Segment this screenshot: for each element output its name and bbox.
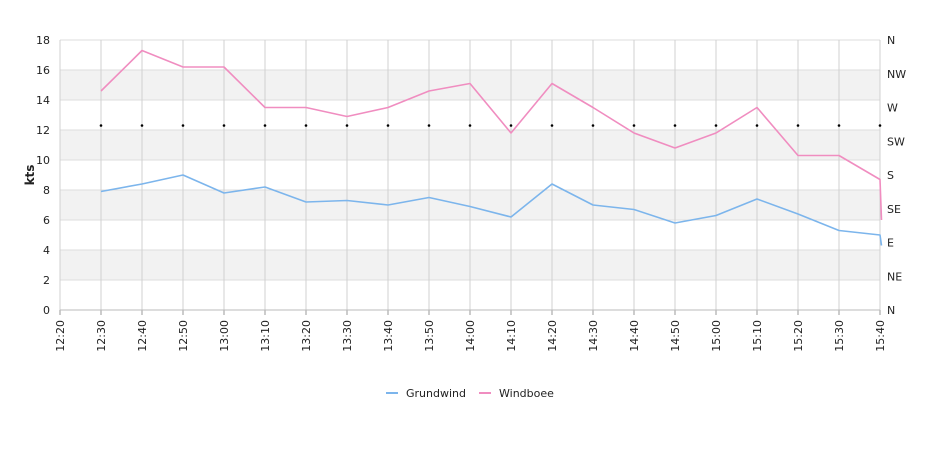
x-tick-label: 14:40	[628, 320, 641, 352]
direction-label: N	[887, 304, 895, 317]
x-tick-label: 12:40	[136, 320, 149, 352]
direction-marker	[386, 124, 390, 127]
legend-label: Windboee	[499, 387, 554, 400]
direction-label: NW	[887, 68, 906, 81]
direction-marker	[837, 124, 841, 127]
direction-marker	[99, 124, 103, 127]
direction-marker	[468, 124, 472, 127]
y-tick-label: 10	[36, 154, 50, 167]
direction-marker	[796, 124, 800, 127]
y-tick-label: 4	[43, 244, 50, 257]
x-tick-label: 12:30	[95, 320, 108, 352]
x-tick-label: 15:40	[874, 320, 887, 352]
y-tick-label: 18	[36, 34, 50, 47]
direction-marker	[263, 124, 267, 127]
x-tick-label: 14:10	[505, 320, 518, 352]
direction-label: NE	[887, 270, 902, 283]
direction-label: E	[887, 237, 894, 250]
x-tick-label: 12:50	[177, 320, 190, 352]
direction-marker	[755, 124, 759, 127]
direction-marker	[427, 124, 431, 127]
series-line-windboee	[100, 49, 883, 221]
direction-marker	[140, 124, 144, 127]
y-tick-label: 14	[36, 94, 50, 107]
x-tick-label: 14:00	[464, 320, 477, 352]
direction-label: S	[887, 169, 894, 182]
y-tick-label: 2	[43, 274, 50, 287]
direction-marker	[714, 124, 718, 127]
x-tick-label: 15:10	[751, 320, 764, 352]
y-axis-title: kts	[23, 165, 37, 186]
x-tick-label: 13:10	[259, 320, 272, 352]
direction-marker	[878, 124, 882, 127]
y-tick-label: 16	[36, 64, 50, 77]
x-tick-label: 15:20	[792, 320, 805, 352]
direction-marker	[509, 124, 513, 127]
y-tick-label: 0	[43, 304, 50, 317]
series-lines	[100, 49, 883, 246]
direction-marker	[304, 124, 308, 127]
x-axis-ticks: 12:20 12:30 12:40 12:50 13:00 13:10 13:20 13:30…	[54, 320, 887, 352]
x-tick-label: 14:30	[587, 320, 600, 352]
y-tick-label: 12	[36, 124, 50, 137]
legend-item-windboee[interactable]: Windboee	[479, 387, 554, 400]
direction-label: SW	[887, 135, 905, 148]
legend-label: Grundwind	[406, 387, 466, 400]
x-tick-label: 13:00	[218, 320, 231, 352]
right-direction-axis: N NE E SE S SW W NW N	[887, 34, 906, 317]
x-tick-label: 13:30	[341, 320, 354, 352]
x-tick-label: 13:20	[300, 320, 313, 352]
y-tick-label: 6	[43, 214, 50, 227]
x-tick-label: 15:00	[710, 320, 723, 352]
direction-label: SE	[887, 203, 901, 216]
direction-marker	[591, 124, 595, 127]
direction-marker	[222, 124, 226, 127]
legend-item-grundwind[interactable]: Grundwind	[386, 387, 466, 400]
y-tick-label: 8	[43, 184, 50, 197]
direction-markers	[99, 124, 882, 127]
y-axis-ticks: 0 2 4 6 8 10 12 14 16 18	[36, 34, 50, 317]
x-tick-label: 14:50	[669, 320, 682, 352]
direction-marker	[673, 124, 677, 127]
series-line-grundwind	[100, 174, 883, 246]
direction-label: W	[887, 102, 898, 115]
direction-marker	[345, 124, 349, 127]
legend: Grundwind Windboee	[386, 387, 554, 400]
direction-label: N	[887, 34, 895, 47]
direction-marker	[632, 124, 636, 127]
x-tick-label: 14:20	[546, 320, 559, 352]
x-tick-label: 12:20	[54, 320, 67, 352]
direction-marker	[181, 124, 185, 127]
direction-marker	[550, 124, 554, 127]
vertical-gridlines	[59, 40, 881, 315]
x-tick-label: 15:30	[833, 320, 846, 352]
x-tick-label: 13:40	[382, 320, 395, 352]
x-tick-label: 13:50	[423, 320, 436, 352]
